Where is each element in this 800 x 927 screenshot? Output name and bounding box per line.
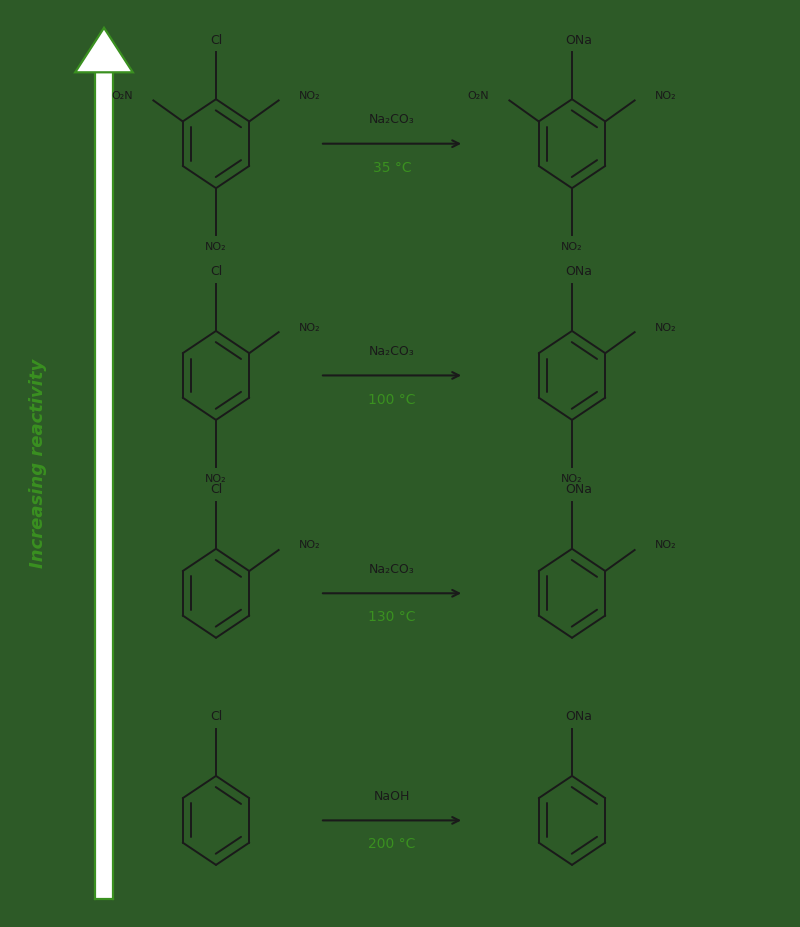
Text: Na₂CO₃: Na₂CO₃ [369,563,415,576]
Text: NO₂: NO₂ [561,474,583,484]
Text: O₂N: O₂N [468,91,490,101]
Text: NO₂: NO₂ [205,242,227,252]
Text: ONa: ONa [565,710,592,723]
Text: NO₂: NO₂ [205,474,227,484]
Text: NO₂: NO₂ [654,540,676,551]
Text: NO₂: NO₂ [654,91,676,101]
Text: Na₂CO₃: Na₂CO₃ [369,113,415,126]
Text: NO₂: NO₂ [561,242,583,252]
Text: Cl: Cl [210,483,222,496]
Polygon shape [75,28,133,72]
Text: 130 °C: 130 °C [368,610,416,625]
Text: ONa: ONa [565,265,592,278]
Text: Cl: Cl [210,33,222,46]
Text: 100 °C: 100 °C [368,392,416,407]
Text: ONa: ONa [565,33,592,46]
Text: Increasing reactivity: Increasing reactivity [30,359,47,568]
Text: NO₂: NO₂ [298,540,320,551]
Text: Cl: Cl [210,265,222,278]
Text: NO₂: NO₂ [298,91,320,101]
Text: Na₂CO₃: Na₂CO₃ [369,345,415,358]
Text: 35 °C: 35 °C [373,160,411,175]
Text: NO₂: NO₂ [298,323,320,333]
Text: 200 °C: 200 °C [368,837,416,852]
Text: NaOH: NaOH [374,790,410,803]
Text: NO₂: NO₂ [654,323,676,333]
Polygon shape [95,72,113,899]
Text: Cl: Cl [210,710,222,723]
Text: ONa: ONa [565,483,592,496]
Text: O₂N: O₂N [112,91,134,101]
